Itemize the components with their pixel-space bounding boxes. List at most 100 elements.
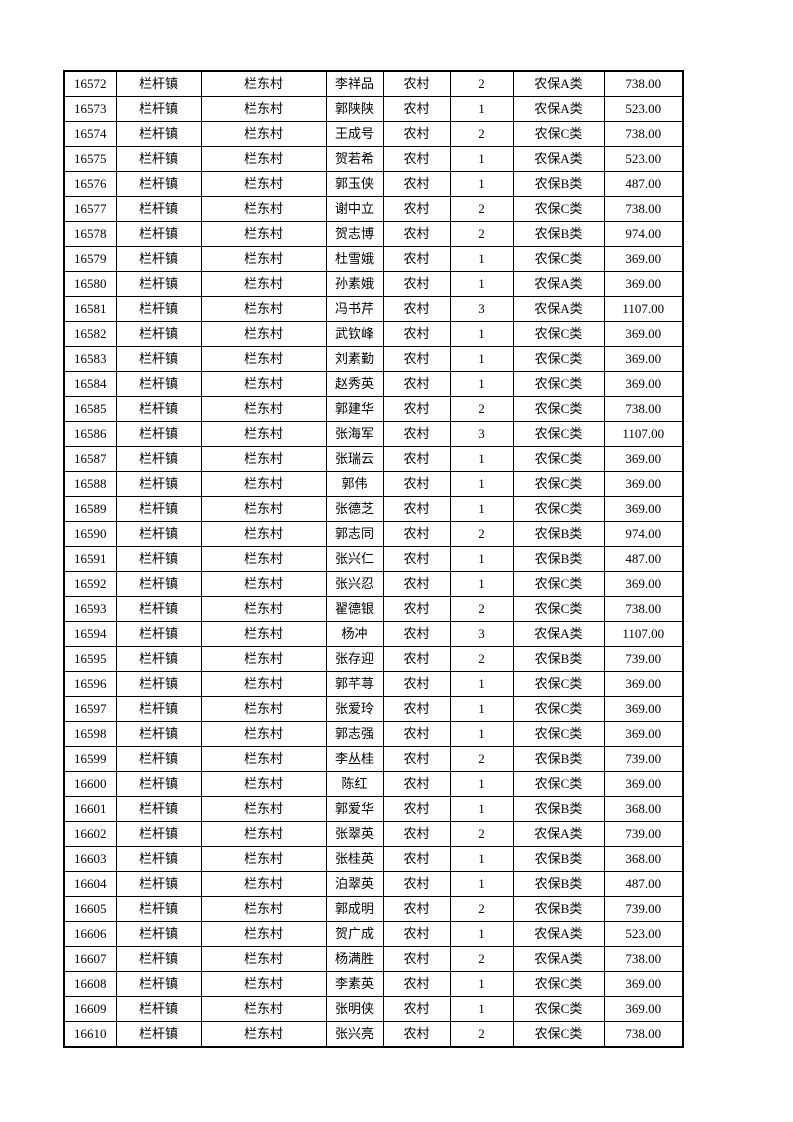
cell-village: 栏东村 [200,596,327,622]
cell-serial-number: 16587 [63,446,117,472]
benefits-table: 16572 栏杆镇 栏东村 李祥品 农村 2 农保A类 738.00 16573 栏杆镇 栏东村 郭陕… [63,70,684,1048]
cell-serial-number: 16581 [63,296,117,322]
cell-town: 栏杆镇 [115,221,202,247]
cell-town: 栏杆镇 [115,121,202,147]
cell-serial-number: 16598 [63,721,117,747]
cell-name: 张兴亮 [325,1021,384,1048]
cell-town: 栏杆镇 [115,96,202,122]
cell-insurance-category: 农保A类 [512,821,605,847]
cell-town: 栏杆镇 [115,471,202,497]
table-row: 16572 栏杆镇 栏东村 李祥品 农村 2 农保A类 738.00 [63,70,684,97]
cell-town: 栏杆镇 [115,671,202,697]
cell-person-count: 1 [449,271,514,297]
cell-insurance-category: 农保C类 [512,496,605,522]
cell-village: 栏东村 [200,146,327,172]
cell-amount: 369.00 [603,721,684,747]
cell-village: 栏东村 [200,496,327,522]
table-row: 16607 栏杆镇 栏东村 杨满胜 农村 2 农保A类 738.00 [63,946,684,972]
cell-town: 栏杆镇 [115,1021,202,1048]
cell-person-count: 1 [449,471,514,497]
cell-residence-type: 农村 [382,371,451,397]
cell-residence-type: 农村 [382,721,451,747]
table-row: 16594 栏杆镇 栏东村 杨冲 农村 3 农保A类 1107.00 [63,621,684,647]
cell-serial-number: 16583 [63,346,117,372]
cell-town: 栏杆镇 [115,696,202,722]
table-row: 16598 栏杆镇 栏东村 郭志强 农村 1 农保C类 369.00 [63,721,684,747]
cell-amount: 369.00 [603,271,684,297]
cell-person-count: 3 [449,421,514,447]
cell-insurance-category: 农保B类 [512,796,605,822]
cell-amount: 1107.00 [603,621,684,647]
cell-residence-type: 农村 [382,221,451,247]
cell-name: 贺志博 [325,221,384,247]
cell-insurance-category: 农保B类 [512,521,605,547]
cell-insurance-category: 农保C类 [512,721,605,747]
cell-person-count: 1 [449,721,514,747]
cell-village: 栏东村 [200,721,327,747]
cell-town: 栏杆镇 [115,771,202,797]
table-row: 16581 栏杆镇 栏东村 冯书芹 农村 3 农保A类 1107.00 [63,296,684,322]
cell-insurance-category: 农保A类 [512,621,605,647]
cell-insurance-category: 农保B类 [512,171,605,197]
cell-residence-type: 农村 [382,171,451,197]
cell-person-count: 2 [449,70,514,97]
cell-serial-number: 16607 [63,946,117,972]
cell-serial-number: 16592 [63,571,117,597]
cell-serial-number: 16595 [63,646,117,672]
cell-amount: 974.00 [603,221,684,247]
cell-residence-type: 农村 [382,471,451,497]
cell-person-count: 3 [449,621,514,647]
cell-village: 栏东村 [200,921,327,947]
cell-person-count: 1 [449,446,514,472]
cell-town: 栏杆镇 [115,746,202,772]
cell-person-count: 2 [449,821,514,847]
cell-person-count: 1 [449,871,514,897]
cell-amount: 369.00 [603,971,684,997]
cell-name: 赵秀英 [325,371,384,397]
cell-amount: 739.00 [603,646,684,672]
cell-person-count: 2 [449,196,514,222]
cell-amount: 523.00 [603,146,684,172]
cell-village: 栏东村 [200,746,327,772]
table-row: 16578 栏杆镇 栏东村 贺志博 农村 2 农保B类 974.00 [63,221,684,247]
cell-insurance-category: 农保A类 [512,946,605,972]
table-row: 16583 栏杆镇 栏东村 刘素勤 农村 1 农保C类 369.00 [63,346,684,372]
cell-residence-type: 农村 [382,821,451,847]
cell-residence-type: 农村 [382,70,451,97]
cell-serial-number: 16602 [63,821,117,847]
cell-insurance-category: 农保C类 [512,321,605,347]
cell-insurance-category: 农保C类 [512,196,605,222]
cell-village: 栏东村 [200,346,327,372]
cell-village: 栏东村 [200,521,327,547]
cell-name: 张兴忍 [325,571,384,597]
cell-person-count: 1 [449,671,514,697]
cell-serial-number: 16584 [63,371,117,397]
cell-insurance-category: 农保C类 [512,571,605,597]
cell-person-count: 2 [449,646,514,672]
cell-amount: 369.00 [603,246,684,272]
cell-serial-number: 16597 [63,696,117,722]
cell-insurance-category: 农保C类 [512,696,605,722]
cell-amount: 369.00 [603,496,684,522]
cell-name: 郭玉侠 [325,171,384,197]
cell-residence-type: 农村 [382,746,451,772]
cell-town: 栏杆镇 [115,421,202,447]
cell-village: 栏东村 [200,546,327,572]
cell-person-count: 1 [449,796,514,822]
table-row: 16593 栏杆镇 栏东村 翟德银 农村 2 农保C类 738.00 [63,596,684,622]
cell-residence-type: 农村 [382,296,451,322]
cell-serial-number: 16572 [63,70,117,97]
cell-serial-number: 16574 [63,121,117,147]
cell-insurance-category: 农保C类 [512,421,605,447]
cell-town: 栏杆镇 [115,371,202,397]
cell-residence-type: 农村 [382,246,451,272]
cell-name: 王成号 [325,121,384,147]
cell-insurance-category: 农保A类 [512,921,605,947]
cell-insurance-category: 农保B类 [512,221,605,247]
cell-village: 栏东村 [200,396,327,422]
cell-name: 李祥品 [325,70,384,97]
cell-town: 栏杆镇 [115,70,202,97]
cell-amount: 739.00 [603,896,684,922]
cell-village: 栏东村 [200,421,327,447]
cell-insurance-category: 农保C类 [512,671,605,697]
